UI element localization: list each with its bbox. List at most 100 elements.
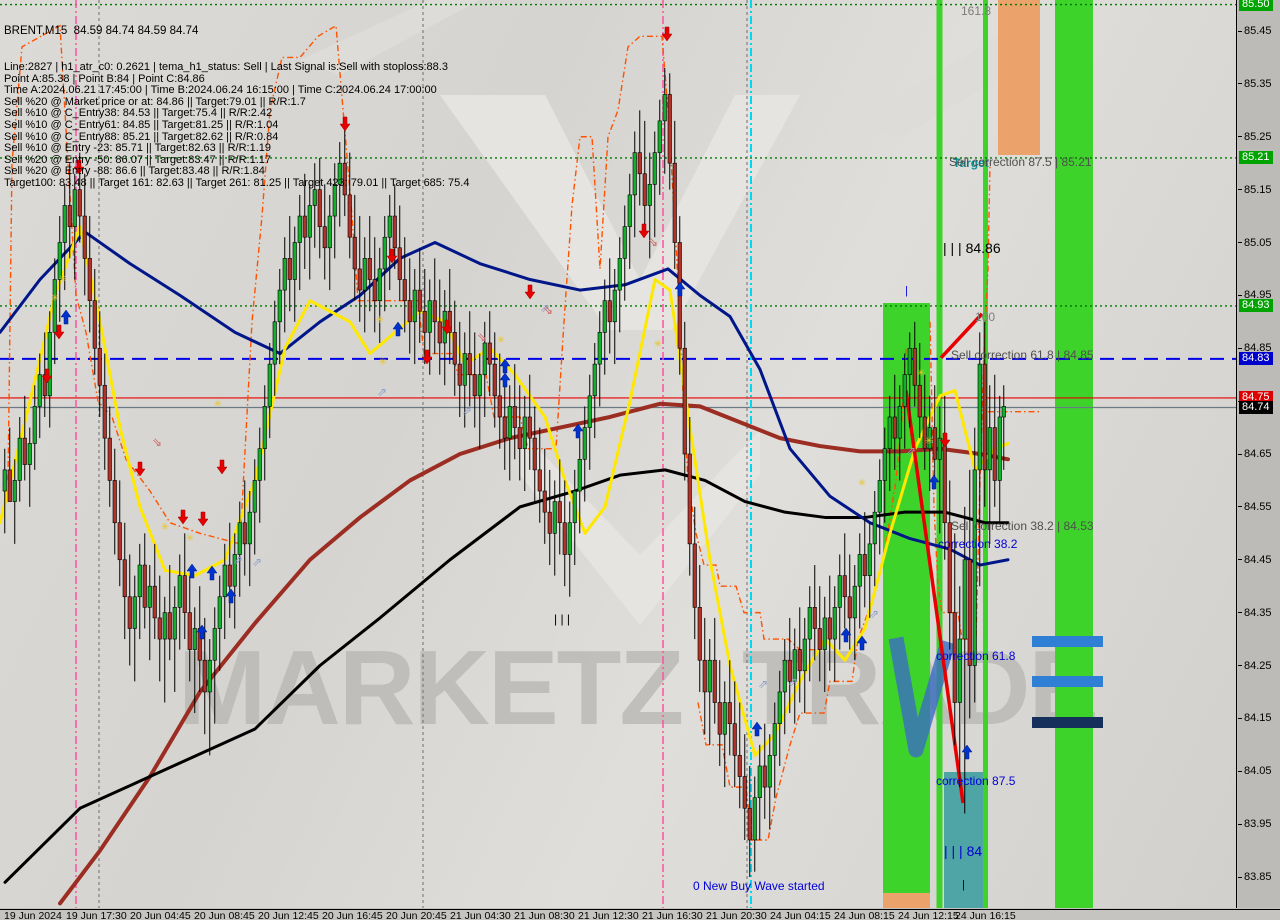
watermark-streak (300, 0, 480, 75)
candle-bear (432, 300, 437, 323)
candle-bear (97, 347, 102, 386)
candle-bear (187, 612, 192, 650)
candle-bear (317, 189, 322, 227)
time-tick-label: 20 Jun 04:45 (130, 910, 191, 920)
time-tick-label: 19 Jun 2024 (4, 910, 62, 920)
candle-bear (817, 628, 822, 650)
buy-arrow-icon (206, 565, 218, 581)
candle-bull (802, 638, 807, 672)
candle-bear (152, 585, 157, 619)
candle-bear (697, 607, 702, 661)
candle-bear (547, 511, 552, 534)
buy-arrow-icon (928, 474, 940, 490)
candle-bear (497, 395, 502, 418)
price-axis[interactable]: 85.4585.3585.2585.1585.0584.9584.8584.75… (1238, 0, 1280, 908)
zone-projection-zone (1055, 0, 1093, 908)
candle-bear (142, 564, 147, 608)
candle-bear (967, 559, 972, 666)
candle-bull (482, 342, 487, 375)
price-badge-84.93: 84.93 (1239, 299, 1273, 313)
chart-plot[interactable]: MARKETZTRADE✳✳✳✳✳✳✳✳✳✳✳✳⇗⇗⇗⇗⇗⇗⇗⇗⇗⇘⇘⇘⇘ (0, 0, 1237, 908)
sell-arrow-icon (441, 319, 453, 335)
price-tick-mark (1238, 506, 1242, 508)
candle-bull (327, 215, 332, 249)
candle-bear (727, 702, 732, 724)
star-icon: ✳ (161, 522, 169, 533)
candle-bull (822, 617, 827, 650)
candle-bull (837, 575, 842, 608)
candle-bull (212, 628, 217, 661)
candle-bear (22, 437, 27, 465)
candle-bull (882, 448, 887, 481)
sell-arrow-icon (134, 461, 146, 477)
candle-bear (342, 162, 347, 196)
candle-bull (662, 94, 667, 122)
buy-arrow-icon (196, 624, 208, 640)
candle-bull (47, 332, 52, 397)
chart-label: 0 New Buy Wave started (693, 879, 825, 893)
candle-bear (917, 384, 922, 418)
chart-canvas[interactable]: MARKETZTRADE✳✳✳✳✳✳✳✳✳✳✳✳⇗⇗⇗⇗⇗⇗⇗⇗⇗⇘⇘⇘⇘ BR… (0, 0, 1237, 908)
price-tick-label: 84.85 (1244, 342, 1272, 355)
candle-bear (157, 617, 162, 640)
time-tick-label: 21 Jun 20:30 (706, 910, 767, 920)
candle-bear (227, 564, 232, 587)
candle-bull (987, 427, 992, 471)
price-tick-mark (1238, 136, 1242, 138)
open-down-arrow-icon: ⇘ (477, 330, 487, 344)
trend-zz-up[interactable] (939, 312, 984, 359)
candle-bear (492, 363, 497, 397)
candle-bull (552, 501, 557, 534)
buy-arrow-icon (392, 321, 404, 337)
candle-bull (332, 184, 337, 217)
price-tick-mark (1238, 294, 1242, 296)
candle-bear (862, 554, 867, 576)
time-axis[interactable]: 19 Jun 2024 19 Jun 17:30 20 Jun 04:45 20 Ju… (0, 909, 1280, 920)
buy-arrow-icon (572, 423, 584, 439)
zone-logo-bar-2 (1032, 676, 1103, 687)
candle-bull (147, 585, 152, 608)
candle-bear (372, 279, 377, 301)
chart-label: | | | 84 (944, 843, 983, 859)
candle-bull (632, 152, 637, 196)
candle-bull (772, 723, 777, 756)
series-ma-mid-navy (0, 230, 1010, 567)
buy-arrow-icon (60, 309, 72, 325)
time-tick-label: 24 Jun 16:15 (955, 910, 1016, 920)
candle-bull (587, 395, 592, 428)
candle-bull (612, 289, 617, 323)
candle-bull (522, 416, 527, 450)
chart-label: Target (953, 156, 989, 170)
candle-bear (562, 522, 567, 555)
candle-bull (267, 363, 272, 407)
open-up-arrow-icon: ⇗ (869, 607, 879, 621)
candle-bull (282, 258, 287, 291)
open-up-arrow-icon: ⇗ (252, 555, 262, 569)
candle-bull (162, 612, 167, 640)
candle-bear (737, 755, 742, 777)
price-tick-label: 84.35 (1244, 606, 1272, 619)
candle-bear (607, 300, 612, 323)
info-line: Sell %20 @ Entry -88: 86.6 || Target:83.… (4, 165, 265, 178)
candle-bear (762, 765, 767, 788)
trend-zz-down[interactable] (904, 390, 965, 804)
info-line: Point A:85.38 | Point B:84 | Point C:84.… (4, 72, 205, 85)
candle-bull (757, 765, 762, 798)
candle-bull (657, 120, 662, 153)
candle-bull (462, 353, 467, 386)
candle-bull (567, 522, 572, 555)
candle-bear (182, 575, 187, 613)
price-tick-mark (1238, 30, 1242, 32)
chart-label: | | | (554, 612, 571, 626)
candle-bear (357, 268, 362, 291)
candle-bear (637, 152, 642, 175)
candle-bull (867, 543, 872, 576)
candle-bull (217, 596, 222, 629)
series-ma-slow-black (3, 468, 1010, 884)
buy-arrow-icon (186, 563, 198, 579)
buy-arrow-icon (961, 744, 973, 760)
candle-bear (417, 289, 422, 312)
price-tick-mark (1238, 770, 1242, 772)
candle-bear (532, 437, 537, 471)
